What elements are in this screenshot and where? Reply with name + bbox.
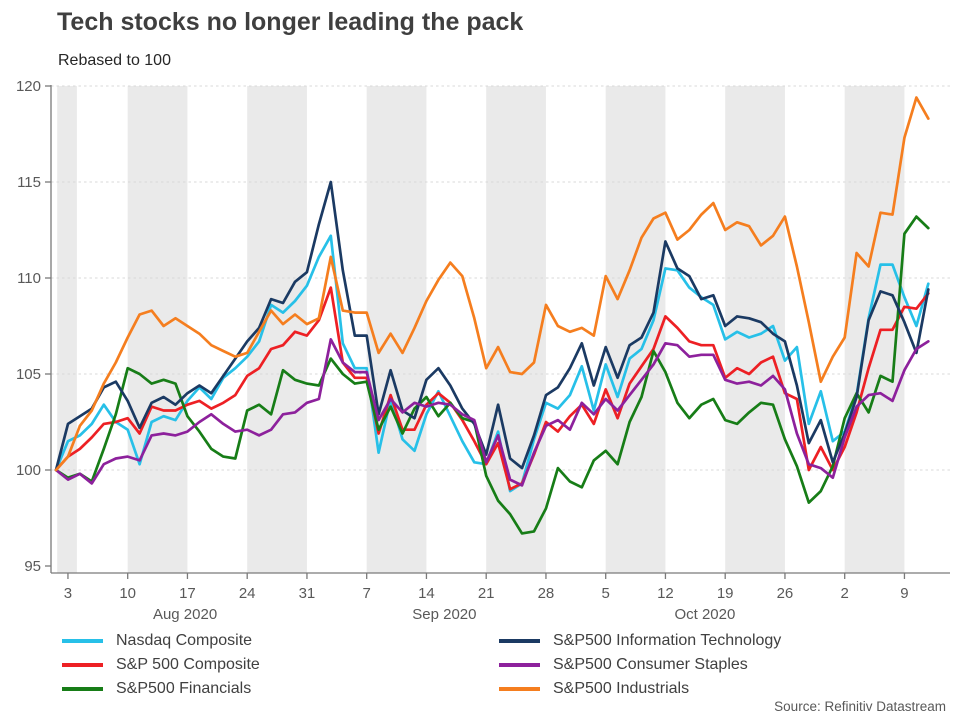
week-shading-band — [605, 86, 666, 573]
x-tick-label: 12 — [657, 585, 674, 602]
week-shading-band — [57, 86, 77, 573]
y-tick-label: 105 — [16, 366, 41, 383]
source-note: Source: Refinitiv Datastream — [774, 699, 946, 714]
series-line-s-p500-information-technology — [54, 180, 930, 472]
legend-swatch-icon — [499, 639, 540, 643]
week-shading-band — [366, 86, 427, 573]
x-month-label: Oct 2020 — [674, 606, 735, 623]
legend-label: S&P500 Industrials — [553, 680, 690, 697]
y-tick-label: 110 — [17, 270, 41, 287]
week-shading-band — [486, 86, 546, 573]
legend-item-s-p500-information-technology: S&P500 Information Technology — [499, 629, 781, 653]
x-tick-label: 19 — [717, 585, 734, 602]
y-tick-label: 95 — [24, 558, 41, 575]
week-shading-band — [725, 86, 785, 573]
legend-column-1: S&P500 Information Technology S&P500 Cons… — [499, 629, 781, 701]
week-shading-band — [844, 86, 905, 573]
x-month-label: Sep 2020 — [412, 606, 476, 623]
x-tick-label: 3 — [64, 585, 72, 602]
legend-swatch-icon — [62, 663, 103, 667]
series-line-s-p500-industrials — [54, 96, 930, 472]
x-tick-label: 31 — [299, 585, 316, 602]
legend-swatch-icon — [62, 687, 103, 691]
legend-swatch-icon — [499, 663, 540, 667]
x-tick-label: 17 — [179, 585, 196, 602]
x-tick-label: 28 — [538, 585, 555, 602]
x-tick-label: 26 — [777, 585, 794, 602]
x-tick-label: 2 — [841, 585, 849, 602]
legend-swatch-icon — [499, 687, 540, 691]
legend-item-s-p500-industrials: S&P500 Industrials — [499, 677, 781, 701]
legend-label: S&P500 Information Technology — [553, 632, 782, 649]
legend-item-nasdaq-composite: Nasdaq Composite — [62, 629, 260, 653]
legend-item-s-p500-consumer-staples: S&P500 Consumer Staples — [499, 653, 781, 677]
x-tick-label: 21 — [478, 585, 495, 602]
legend-swatch-icon — [62, 639, 103, 643]
week-shading-band — [127, 86, 188, 573]
x-month-label: Aug 2020 — [153, 606, 217, 623]
x-tick-label: 10 — [119, 585, 136, 602]
x-tick-label: 7 — [363, 585, 371, 602]
series-line-s-p500-financials — [54, 215, 930, 535]
legend-label: S&P 500 Composite — [116, 656, 260, 673]
legend-label: S&P500 Financials — [116, 680, 252, 697]
legend-label: S&P500 Consumer Staples — [553, 656, 748, 673]
y-tick-label: 115 — [17, 174, 41, 191]
x-tick-label: 14 — [418, 585, 435, 602]
series-line-s-p500-consumer-staples — [54, 338, 930, 487]
x-tick-label: 24 — [239, 585, 256, 602]
legend-item-s-p500-financials: S&P500 Financials — [62, 677, 260, 701]
legend-column-0: Nasdaq Composite S&P 500 Composite S&P500 … — [62, 629, 260, 701]
x-tick-label: 9 — [900, 585, 908, 602]
x-tick-label: 5 — [602, 585, 610, 602]
legend-item-s-p-500-composite: S&P 500 Composite — [62, 653, 260, 677]
y-tick-label: 100 — [16, 462, 41, 479]
chart-subtitle: Rebased to 100 — [58, 52, 171, 69]
chart-title: Tech stocks no longer leading the pack — [57, 8, 524, 36]
y-tick-label: 120 — [16, 78, 41, 95]
legend-label: Nasdaq Composite — [116, 632, 253, 649]
